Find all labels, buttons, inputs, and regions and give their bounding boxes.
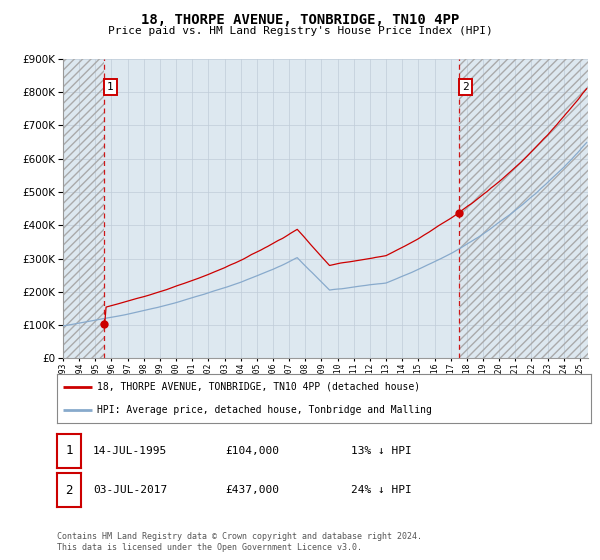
- Text: 2: 2: [65, 483, 73, 497]
- Text: 18, THORPE AVENUE, TONBRIDGE, TN10 4PP (detached house): 18, THORPE AVENUE, TONBRIDGE, TN10 4PP (…: [97, 382, 420, 392]
- Bar: [63, 59, 104, 358]
- Text: 13% ↓ HPI: 13% ↓ HPI: [351, 446, 412, 456]
- Text: 24% ↓ HPI: 24% ↓ HPI: [351, 485, 412, 495]
- Text: 18, THORPE AVENUE, TONBRIDGE, TN10 4PP: 18, THORPE AVENUE, TONBRIDGE, TN10 4PP: [141, 13, 459, 27]
- Text: £104,000: £104,000: [225, 446, 279, 456]
- Text: 14-JUL-1995: 14-JUL-1995: [93, 446, 167, 456]
- Text: 1: 1: [107, 82, 114, 92]
- Text: 03-JUL-2017: 03-JUL-2017: [93, 485, 167, 495]
- Text: HPI: Average price, detached house, Tonbridge and Malling: HPI: Average price, detached house, Tonb…: [97, 405, 432, 416]
- Text: 2: 2: [462, 82, 469, 92]
- Text: 1: 1: [65, 444, 73, 458]
- Bar: [459, 59, 588, 358]
- Text: Contains HM Land Registry data © Crown copyright and database right 2024.
This d: Contains HM Land Registry data © Crown c…: [57, 532, 422, 552]
- Text: Price paid vs. HM Land Registry's House Price Index (HPI): Price paid vs. HM Land Registry's House …: [107, 26, 493, 36]
- Text: £437,000: £437,000: [225, 485, 279, 495]
